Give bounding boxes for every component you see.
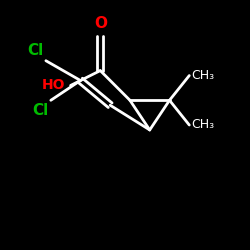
Text: HO: HO [42,78,66,92]
Text: CH₃: CH₃ [192,69,215,82]
Text: CH₃: CH₃ [192,118,215,132]
Text: O: O [94,16,107,31]
Text: Cl: Cl [32,103,48,118]
Text: Cl: Cl [27,43,44,58]
